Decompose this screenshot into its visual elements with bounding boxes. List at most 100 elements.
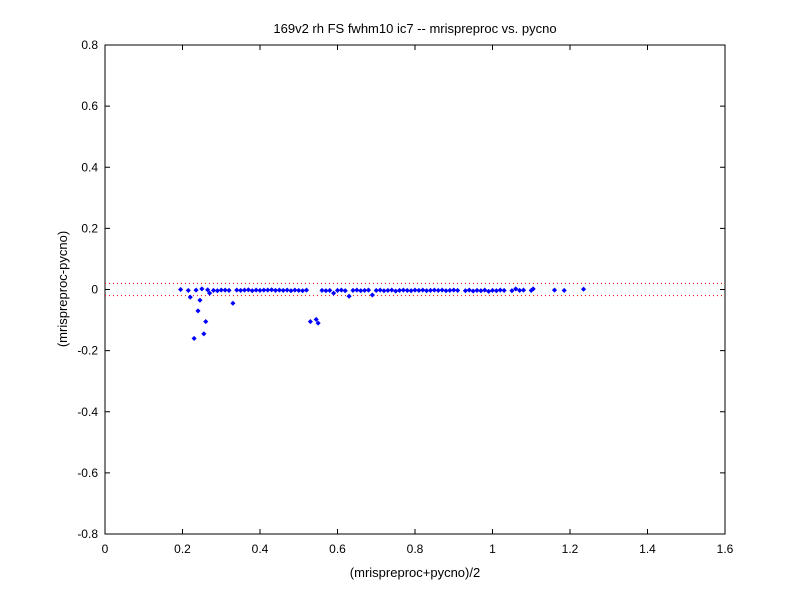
data-point [307,318,314,325]
data-point [230,300,236,306]
data-point [373,287,379,294]
data-point [482,287,488,293]
data-point [513,286,519,292]
data-point [330,290,337,296]
data-point [237,287,244,294]
data-point [420,287,426,293]
y-tick-label: -0.8 [77,527,98,541]
x-axis-label: (mrispreproc+pycno)/2 [350,565,480,580]
data-point [361,287,368,294]
data-point [201,331,207,337]
data-point [404,287,410,294]
x-tick-label: 1.6 [717,542,734,556]
data-point [431,287,438,293]
x-tick-label: 1.4 [639,542,656,556]
data-point [396,287,403,294]
data-point [334,287,341,294]
data-point [346,293,352,299]
y-tick-label: 0.6 [81,99,98,113]
y-tick-label: 0 [91,283,98,297]
data-point [389,287,395,293]
y-tick-label: -0.4 [77,405,98,419]
data-point [284,287,290,293]
data-point [257,287,263,294]
data-point [245,287,252,293]
data-point [272,287,279,294]
data-point [385,287,391,294]
data-point [280,287,286,294]
data-point [516,287,523,294]
data-point [423,288,430,294]
data-point [551,287,558,293]
data-point [509,288,515,294]
axis-ticks: 0 0.2 0.4 0.6 0.8 1 1.2 1.4 1.6 -0.8 -0.6 -0.4 -0.2 0… [77,38,733,556]
data-point [435,287,441,294]
y-axis-label: (mrispreproc-pycno) [55,231,70,347]
data-point [319,287,325,294]
data-point [206,290,213,296]
x-tick-label: 0.6 [329,542,346,556]
y-tick-label: -0.6 [77,466,98,480]
data-point [451,287,457,293]
data-point [276,287,283,293]
data-point [400,287,407,293]
data-point [303,287,310,293]
data-point [369,292,376,298]
data-point [195,308,201,314]
data-point [381,288,387,294]
data-point [177,286,184,293]
data-point [323,288,329,294]
data-point [205,287,211,293]
data-point [342,288,348,294]
data-point [530,286,536,292]
x-tick-label: 0.2 [174,542,191,556]
data-point [350,287,356,294]
data-point [261,287,267,293]
data-point [185,287,191,294]
data-point [454,287,461,294]
data-point [466,287,472,293]
data-point [265,287,271,293]
x-tick-label: 0 [102,542,109,556]
data-point [193,287,199,293]
data-point [561,287,567,294]
data-point [416,287,422,294]
data-point [187,294,193,300]
data-point [203,318,209,325]
y-tick-label: 0.2 [81,221,98,235]
data-point [580,286,587,292]
data-point [447,287,453,294]
data-point [501,287,507,294]
x-tick-label: 0.4 [252,542,269,556]
data-point [197,297,203,303]
data-point [338,287,345,293]
data-point [443,288,449,294]
data-point [268,287,275,293]
data-point [489,287,496,294]
data-point [218,287,224,293]
data-point [191,335,197,342]
x-tick-label: 1.2 [562,542,579,556]
data-point [474,287,480,294]
data-point [210,287,217,294]
data-point [439,287,445,293]
y-tick-label: -0.2 [77,344,98,358]
data-point [497,287,503,293]
x-tick-label: 0.8 [407,542,424,556]
data-point [241,287,248,293]
data-point [377,287,383,293]
data-point [412,287,418,293]
y-tick-label: 0.4 [81,160,98,174]
threshold-lines [105,282,725,297]
data-points [177,286,587,342]
data-point [354,287,360,293]
data-point [226,287,232,294]
data-point [199,286,205,292]
data-point [327,287,333,294]
data-point [253,287,259,293]
data-point [296,287,302,294]
data-point [315,320,321,326]
data-point [358,288,364,294]
